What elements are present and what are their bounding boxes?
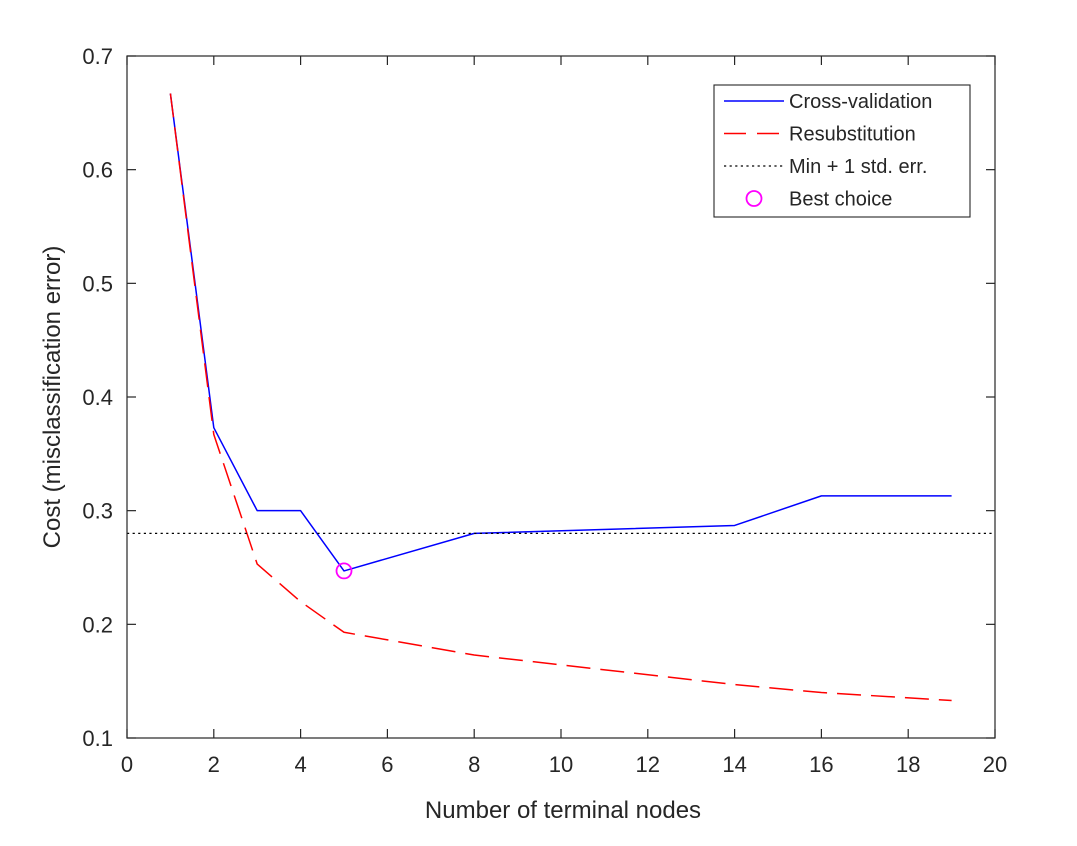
y-tick-label: 0.5 xyxy=(82,271,113,296)
legend-marker-best-choice xyxy=(745,190,763,207)
y-tick-label: 0.4 xyxy=(82,385,113,410)
x-tick-label: 18 xyxy=(896,752,920,777)
x-tick-label: 0 xyxy=(121,752,133,777)
plot-data-layer xyxy=(127,93,995,702)
x-tick-label: 14 xyxy=(722,752,746,777)
cross-validation-line xyxy=(169,93,952,572)
legend: Cross-validation Resubstitution Min + 1 st… xyxy=(713,84,971,218)
y-tick-label: 0.1 xyxy=(82,726,113,751)
x-tick-label: 2 xyxy=(208,752,220,777)
axes-layer: 0 2 4 6 8 10 12 14 16 18 20 0.1 0.2 0.3 0.4 0.5 0.6 0.7 xyxy=(82,44,1007,777)
legend-label-best-choice: Best choice xyxy=(789,189,892,211)
x-tick-label: 10 xyxy=(549,752,573,777)
x-tick-label: 16 xyxy=(809,752,833,777)
legend-label-min-1-std-err: Min + 1 std. err. xyxy=(789,156,927,178)
best-choice-marker xyxy=(335,562,353,580)
x-tick-label: 8 xyxy=(468,752,480,777)
y-tick-label: 0.3 xyxy=(82,499,113,524)
x-tick-label: 4 xyxy=(294,752,306,777)
x-tick-label: 6 xyxy=(381,752,393,777)
y-axis-label: Cost (misclassification error) xyxy=(39,246,66,549)
y-tick-label: 0.7 xyxy=(82,44,113,69)
legend-box xyxy=(713,84,971,218)
x-tick-label: 20 xyxy=(983,752,1007,777)
y-tick-label: 0.2 xyxy=(82,612,113,637)
legend-label-resubstitution: Resubstitution xyxy=(789,124,916,146)
x-axis-label: Number of terminal nodes xyxy=(425,797,701,824)
resubstitution-line xyxy=(169,93,952,702)
legend-label-cross-validation: Cross-validation xyxy=(789,91,932,113)
y-tick-label: 0.6 xyxy=(82,158,113,183)
x-tick-label: 12 xyxy=(636,752,660,777)
